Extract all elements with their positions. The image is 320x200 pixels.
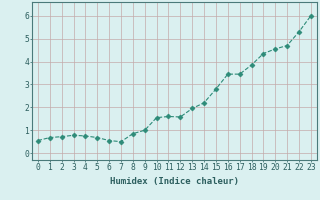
X-axis label: Humidex (Indice chaleur): Humidex (Indice chaleur) — [110, 177, 239, 186]
